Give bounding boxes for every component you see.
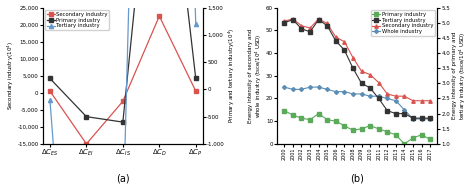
Primary industry	[307, 118, 313, 121]
Secondary industry	[47, 90, 53, 92]
Secondary industry	[290, 18, 296, 20]
Tertiary industry	[290, 18, 296, 21]
Tertiary industry	[333, 40, 338, 42]
Y-axis label: Energy intensity of secondary and
whole industry (tsce/10$^4$ USD): Energy intensity of secondary and whole …	[248, 29, 264, 123]
Tertiary industry	[193, 23, 199, 25]
Primary industry	[83, 116, 89, 118]
Secondary industry	[333, 36, 338, 38]
Secondary industry	[120, 100, 126, 103]
Tertiary industry	[342, 49, 347, 51]
Whole industry	[393, 100, 399, 102]
Tertiary industry	[367, 87, 373, 89]
Text: (a): (a)	[116, 174, 130, 184]
Y-axis label: Energy intensity of primary and
tertiary industry (tsce/10$^4$ USD): Energy intensity of primary and tertiary…	[452, 31, 468, 120]
Tertiary industry	[282, 22, 287, 24]
Primary industry	[193, 77, 199, 80]
Tertiary industry	[350, 67, 356, 69]
Whole industry	[316, 86, 321, 88]
Text: (b): (b)	[350, 174, 364, 184]
Line: Secondary industry: Secondary industry	[48, 14, 198, 146]
Tertiary industry	[376, 97, 382, 100]
Primary industry	[393, 134, 399, 136]
Primary industry	[367, 125, 373, 127]
Line: Secondary industry: Secondary industry	[283, 17, 432, 103]
Primary industry	[47, 77, 53, 80]
Tertiary industry	[393, 113, 399, 115]
Secondary industry	[299, 25, 304, 27]
Tertiary industry	[384, 109, 390, 112]
Whole industry	[410, 118, 416, 120]
Secondary industry	[324, 22, 330, 25]
Tertiary industry	[419, 117, 424, 119]
Secondary industry	[350, 56, 356, 59]
Primary industry	[282, 109, 287, 112]
Primary industry	[299, 117, 304, 119]
Legend: Primary industry, Tertiary industry, Secondary industry, Whole industry: Primary industry, Tertiary industry, Sec…	[371, 10, 435, 36]
Tertiary industry	[316, 18, 321, 21]
Legend: Secondary industry, Primary industry, Tertiary industry: Secondary industry, Primary industry, Te…	[46, 10, 109, 30]
Secondary industry	[410, 100, 416, 102]
Secondary industry	[393, 95, 399, 97]
Line: Primary industry: Primary industry	[48, 0, 198, 124]
Line: Whole industry: Whole industry	[283, 86, 431, 120]
Primary industry	[120, 121, 126, 123]
Whole industry	[350, 93, 356, 95]
Secondary industry	[427, 100, 433, 102]
Line: Primary industry: Primary industry	[283, 109, 432, 146]
Primary industry	[342, 125, 347, 127]
Whole industry	[359, 93, 365, 95]
Tertiary industry	[47, 99, 53, 101]
Tertiary industry	[307, 31, 313, 33]
Secondary industry	[316, 18, 321, 20]
Line: Tertiary industry: Tertiary industry	[48, 0, 198, 192]
Tertiary industry	[401, 113, 407, 115]
Secondary industry	[367, 74, 373, 76]
Tertiary industry	[324, 25, 330, 27]
Secondary industry	[419, 100, 424, 102]
Primary industry	[333, 120, 338, 122]
Whole industry	[333, 90, 338, 93]
Secondary industry	[282, 20, 287, 22]
Primary industry	[324, 118, 330, 121]
Primary industry	[419, 134, 424, 136]
Whole industry	[367, 95, 373, 97]
Whole industry	[290, 88, 296, 90]
Primary industry	[316, 113, 321, 115]
Whole industry	[282, 86, 287, 88]
Tertiary industry	[359, 82, 365, 84]
Primary industry	[384, 131, 390, 133]
Tertiary industry	[427, 117, 433, 119]
Primary industry	[350, 129, 356, 132]
Whole industry	[299, 88, 304, 90]
Y-axis label: Secondary industry(10$^4$): Secondary industry(10$^4$)	[6, 41, 16, 110]
Secondary industry	[401, 95, 407, 97]
Secondary industry	[307, 27, 313, 29]
Secondary industry	[156, 15, 162, 17]
Whole industry	[427, 118, 433, 120]
Primary industry	[359, 128, 365, 130]
Whole industry	[307, 86, 313, 88]
Secondary industry	[376, 81, 382, 84]
Primary industry	[427, 138, 433, 141]
Whole industry	[376, 95, 382, 97]
Line: Tertiary industry: Tertiary industry	[283, 18, 432, 120]
Secondary industry	[83, 143, 89, 145]
Primary industry	[401, 143, 407, 145]
Tertiary industry	[299, 28, 304, 30]
Secondary industry	[384, 93, 390, 95]
Whole industry	[342, 90, 347, 93]
Y-axis label: Primary and tertiary industry(10$^4$): Primary and tertiary industry(10$^4$)	[227, 28, 237, 123]
Whole industry	[401, 109, 407, 111]
Tertiary industry	[410, 117, 416, 119]
Whole industry	[384, 97, 390, 100]
Primary industry	[376, 128, 382, 130]
Secondary industry	[342, 41, 347, 43]
Primary industry	[290, 114, 296, 116]
Primary industry	[410, 137, 416, 139]
Whole industry	[419, 118, 424, 120]
Secondary industry	[359, 70, 365, 72]
Secondary industry	[193, 90, 199, 92]
Whole industry	[324, 88, 330, 90]
